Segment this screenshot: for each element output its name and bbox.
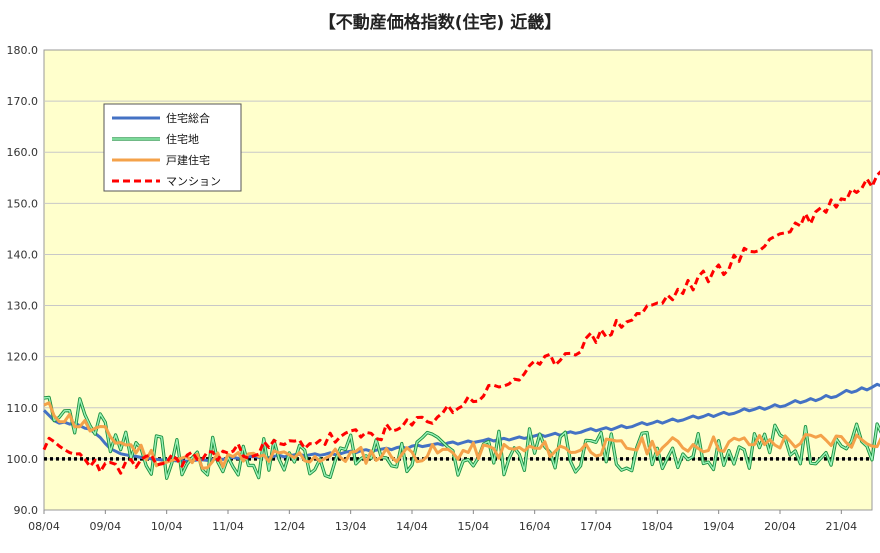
x-tick-label: 10/04 (151, 520, 183, 533)
y-tick-label: 110.0 (7, 402, 39, 415)
x-tick-label: 14/04 (396, 520, 428, 533)
y-tick-label: 160.0 (7, 146, 39, 159)
legend-label: 戸建住宅 (166, 153, 210, 167)
x-tick-label: 15/04 (457, 520, 489, 533)
y-tick-label: 170.0 (7, 95, 39, 108)
x-tick-label: 09/04 (89, 520, 121, 533)
grid-lines (44, 100, 872, 460)
x-tick-label: 08/04 (28, 520, 60, 533)
y-axis: 90.0 100.0 110.0 120.0 130.0 140.0 150.0 160.0 1… (7, 44, 39, 517)
x-tick-label: 11/04 (212, 520, 244, 533)
x-tick-label: 13/04 (335, 520, 367, 533)
x-tick-label: 21/04 (825, 520, 857, 533)
series-line-2 (43, 401, 880, 470)
y-tick-label: 100.0 (7, 453, 39, 466)
x-tick-label: 17/04 (580, 520, 612, 533)
legend-label: マンション (166, 175, 221, 188)
chart-title: 【不動産価格指数(住宅) 近畿】 (318, 13, 562, 33)
y-tick-label: 130.0 (7, 300, 39, 313)
y-tick-label: 140.0 (7, 248, 39, 261)
x-tick-label: 18/04 (641, 520, 673, 533)
series-line-0 (42, 382, 880, 463)
y-tick-label: 90.0 (14, 504, 39, 517)
y-tick-label: 150.0 (7, 197, 39, 210)
x-axis: 08/04 09/04 10/04 11/04 12/04 13/04 14/04 15/04… (28, 510, 857, 533)
x-tick-label: 19/04 (703, 520, 735, 533)
y-tick-label: 180.0 (7, 44, 39, 57)
series-layer (42, 170, 880, 480)
legend-label: 住宅総合 (166, 111, 210, 125)
y-tick-label: 120.0 (7, 351, 39, 364)
legend-label: 住宅地 (166, 132, 199, 146)
x-tick-label: 16/04 (519, 520, 551, 533)
x-tick-label: 20/04 (764, 520, 796, 533)
x-tick-label: 12/04 (273, 520, 305, 533)
